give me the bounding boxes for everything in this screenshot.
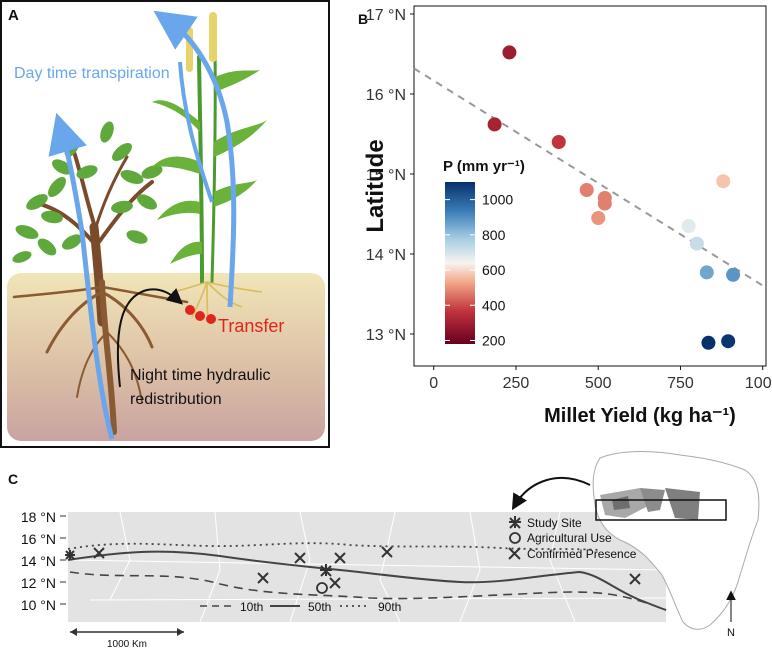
- legend-study-site: Study Site: [527, 516, 582, 530]
- transfer-dots: [185, 305, 216, 324]
- agricultural-use-marker: [316, 582, 328, 594]
- study-site-markers: [65, 550, 332, 577]
- data-point: [689, 236, 704, 251]
- x-tick-label: 750: [667, 375, 694, 392]
- panel-b-chart: B 13 °N 14 °N 15 °N 16 °N 17 °N 0 250 500 750 10…: [358, 5, 772, 427]
- night-label-line2: redistribution: [130, 391, 222, 408]
- data-point: [597, 196, 612, 211]
- country-borders: [67, 511, 667, 623]
- map-y-tick-label: 14 °N: [21, 553, 56, 569]
- scale-label: 1000 Km: [107, 639, 147, 650]
- data-point: [487, 117, 502, 132]
- map-y-tick-label: 18 °N: [21, 509, 56, 525]
- map-y-tick-label: 12 °N: [21, 575, 56, 591]
- panel-a-label: A: [8, 7, 19, 24]
- map-land: [68, 512, 666, 622]
- data-point: [726, 267, 741, 282]
- trend-line: [413, 67, 767, 289]
- data-point: [699, 265, 714, 280]
- panel-c-label: C: [8, 471, 18, 487]
- north-label: N: [727, 627, 735, 639]
- data-point: [502, 45, 517, 60]
- colorbar-title: P (mm yr⁻¹): [443, 158, 525, 175]
- data-point: [716, 174, 731, 189]
- x-axis-label: Millet Yield (kg ha⁻¹): [544, 405, 736, 427]
- legend-confirmed-presence: Confirmed Presence: [527, 547, 637, 561]
- colorbar-tick-label: 1000: [482, 192, 513, 208]
- day-arrow-shrub: [48, 112, 115, 440]
- line-50th: [67, 550, 667, 611]
- x-tick-label: 0: [429, 375, 438, 392]
- y-tick-label: 16 °N: [366, 87, 406, 104]
- colorbar-tick-label: 800: [482, 227, 506, 243]
- panel-b-label: B: [358, 11, 368, 27]
- panel-a-illustration: A Day time transpiration Transfer Night …: [0, 0, 330, 448]
- plot-frame: [413, 5, 767, 367]
- data-point: [579, 183, 594, 197]
- map-y-tick-label: 10 °N: [21, 597, 56, 613]
- panel-a-drawing: A Day time transpiration Transfer Night …: [7, 7, 325, 441]
- y-tick-label: 14 °N: [366, 247, 406, 264]
- data-point: [701, 335, 716, 350]
- x-tick-label: 1000: [745, 375, 772, 392]
- colorbar-tick-label: 200: [482, 332, 506, 348]
- legend-10th: 10th: [240, 600, 263, 614]
- y-tick-label: 15 °N: [366, 167, 406, 184]
- data-point: [681, 219, 696, 233]
- day-arrow-millet-down: [178, 61, 214, 203]
- millet-leaves: [152, 70, 267, 264]
- line-10th: [69, 571, 667, 611]
- y-axis-label: Latitude: [362, 139, 389, 232]
- soil-block: [7, 273, 325, 441]
- colorbar: [445, 182, 475, 344]
- inset-extent-box: [595, 499, 727, 521]
- night-label-line1: Night time hydraulic: [130, 367, 271, 384]
- x-axis: 0 250 500 750 1000: [429, 366, 772, 392]
- y-tick-label: 13 °N: [366, 327, 406, 344]
- data-point: [721, 334, 736, 349]
- x-tick-label: 250: [503, 375, 530, 392]
- transfer-label: Transfer: [218, 316, 284, 336]
- map-legend: Study Site Agricultural Use Confirmed Pr…: [508, 516, 637, 561]
- colorbar-tick-label: 400: [482, 297, 506, 313]
- x-tick-label: 500: [585, 375, 612, 392]
- shrub-roots: [12, 279, 189, 435]
- day-transpiration-label: Day time transpiration: [14, 65, 170, 82]
- data-point: [551, 135, 566, 149]
- day-arrow-millet: [153, 10, 237, 308]
- inset-pointer-arrow: [511, 476, 591, 511]
- map-y-tick-label: 16 °N: [21, 531, 56, 547]
- data-point: [591, 211, 606, 225]
- legend-90th: 90th: [378, 600, 401, 614]
- percentile-legend: 10th 50th 90th: [200, 600, 401, 614]
- y-axis: 13 °N 14 °N 15 °N 16 °N 17 °N: [366, 7, 414, 344]
- confirmed-presence-markers: [93, 546, 641, 589]
- colorbar-ticks: 1000 800 600 400 200: [445, 192, 513, 348]
- scatter-points: [487, 45, 741, 350]
- legend-50th: 50th: [308, 600, 331, 614]
- night-arrow: [116, 288, 184, 388]
- line-90th: [67, 542, 601, 551]
- legend-agricultural-use: Agricultural Use: [527, 531, 612, 545]
- colorbar-tick-label: 600: [482, 262, 506, 278]
- y-tick-label: 17 °N: [366, 7, 406, 24]
- map-y-axis: 18 °N 16 °N 14 °N 12 °N 10 °N: [21, 509, 66, 613]
